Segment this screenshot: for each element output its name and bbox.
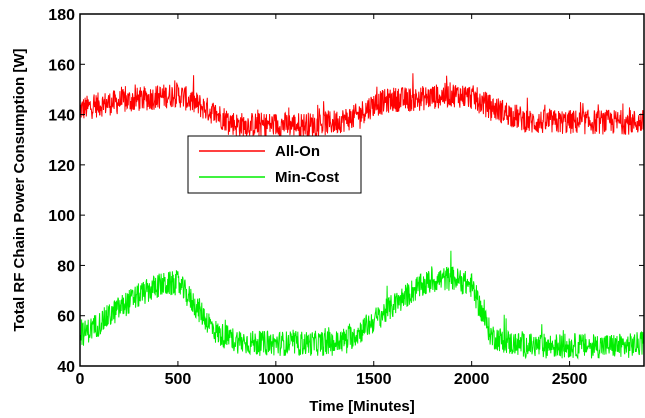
legend-box bbox=[187, 135, 362, 194]
legend: All-On Min-Cost bbox=[187, 135, 362, 194]
y-tick-label: 120 bbox=[48, 158, 75, 175]
axis-ticks: 0 500 1000 1500 2000 2500 40 60 80 100 120 140 160 18… bbox=[48, 7, 644, 388]
x-tick-label: 500 bbox=[165, 371, 192, 388]
legend-label-all-on: All-On bbox=[275, 143, 320, 160]
x-tick-label: 1500 bbox=[356, 371, 392, 388]
y-tick-label: 140 bbox=[48, 108, 75, 125]
y-tick-label: 60 bbox=[57, 309, 75, 326]
series-line-all-on bbox=[79, 73, 645, 140]
y-tick-label: 180 bbox=[48, 7, 75, 24]
x-tick-label: 1000 bbox=[258, 371, 294, 388]
series-line-min-cost bbox=[79, 250, 645, 360]
y-tick-label: 100 bbox=[48, 208, 75, 225]
y-axis-title: Total RF Chain Power Consumption [W] bbox=[11, 48, 28, 331]
y-tick-label: 160 bbox=[48, 57, 75, 74]
x-tick-label: 2500 bbox=[552, 371, 588, 388]
x-tick-label: 2000 bbox=[454, 371, 490, 388]
plot-frame bbox=[79, 13, 645, 367]
x-tick-label: 0 bbox=[76, 371, 85, 388]
y-tick-label: 80 bbox=[57, 258, 75, 275]
legend-label-min-cost: Min-Cost bbox=[275, 169, 339, 186]
x-axis-title: Time [Minutes] bbox=[309, 398, 415, 415]
y-tick-label: 40 bbox=[57, 359, 75, 376]
series-layer bbox=[79, 73, 645, 360]
